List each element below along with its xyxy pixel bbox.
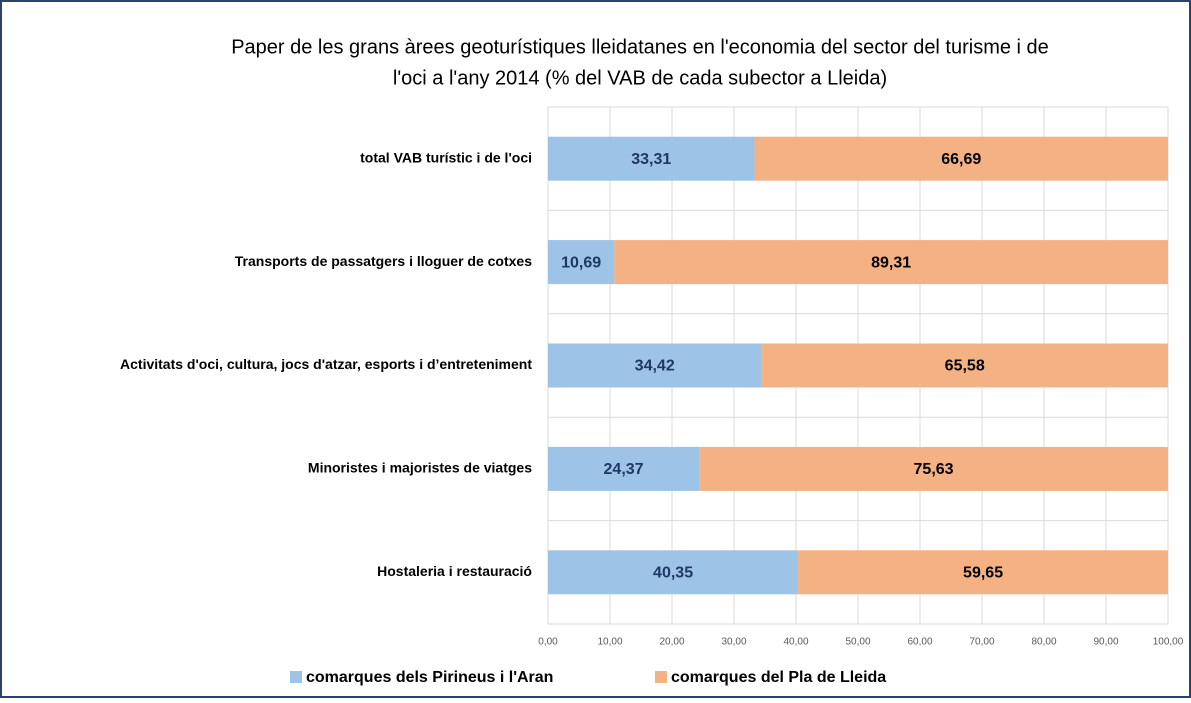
chart-title: l'oci a l'any 2014 (% del VAB de cada su…	[393, 67, 887, 89]
data-label: 24,37	[604, 461, 644, 478]
bar-segment	[548, 343, 762, 388]
legend-label: comarques dels Pirineus i l'Aran	[306, 669, 553, 686]
x-tick-label: 10,00	[597, 637, 622, 648]
data-label: 10,69	[561, 254, 601, 271]
x-tick-label: 80,00	[1031, 637, 1056, 648]
bar-segment	[761, 343, 1168, 388]
chart-title: Paper de les grans àrees geoturístiques …	[231, 36, 1049, 58]
y-tick-label: Hostaleria i restauració	[377, 563, 532, 579]
x-tick-label: 30,00	[721, 637, 746, 648]
legend-swatch	[290, 671, 302, 683]
data-label: 40,35	[653, 565, 693, 582]
x-tick-label: 50,00	[845, 637, 870, 648]
legend-label: comarques del Pla de Lleida	[671, 669, 886, 686]
legend-swatch	[655, 671, 667, 683]
bar-segment	[548, 446, 700, 491]
data-label: 59,65	[963, 565, 1003, 582]
data-label: 66,69	[941, 151, 981, 168]
data-label: 75,63	[914, 461, 954, 478]
x-tick-label: 90,00	[1093, 637, 1118, 648]
data-label: 65,58	[945, 358, 985, 375]
x-tick-label: 70,00	[969, 637, 994, 648]
bar-segment	[548, 240, 615, 285]
x-tick-label: 100,00	[1153, 637, 1184, 648]
y-tick-label: Minoristes i majoristes de viatges	[308, 460, 532, 476]
bar-segment	[798, 550, 1168, 595]
bar-segment	[699, 446, 1168, 491]
x-tick-label: 20,00	[659, 637, 684, 648]
x-tick-label: 0,00	[538, 637, 558, 648]
data-label: 33,31	[631, 151, 671, 168]
y-tick-label: total VAB turístic i de l'oci	[360, 149, 532, 165]
y-tick-label: Activitats d'oci, cultura, jocs d'atzar,…	[120, 356, 532, 372]
bar-segment	[548, 136, 755, 181]
data-label: 34,42	[635, 358, 675, 375]
bar-segment	[548, 550, 799, 595]
data-label: 89,31	[871, 254, 911, 271]
bar-segment	[754, 136, 1168, 181]
x-tick-label: 60,00	[907, 637, 932, 648]
x-tick-label: 40,00	[783, 637, 808, 648]
y-tick-label: Transports de passatgers i lloguer de co…	[235, 253, 532, 269]
bar-segment	[614, 240, 1168, 285]
